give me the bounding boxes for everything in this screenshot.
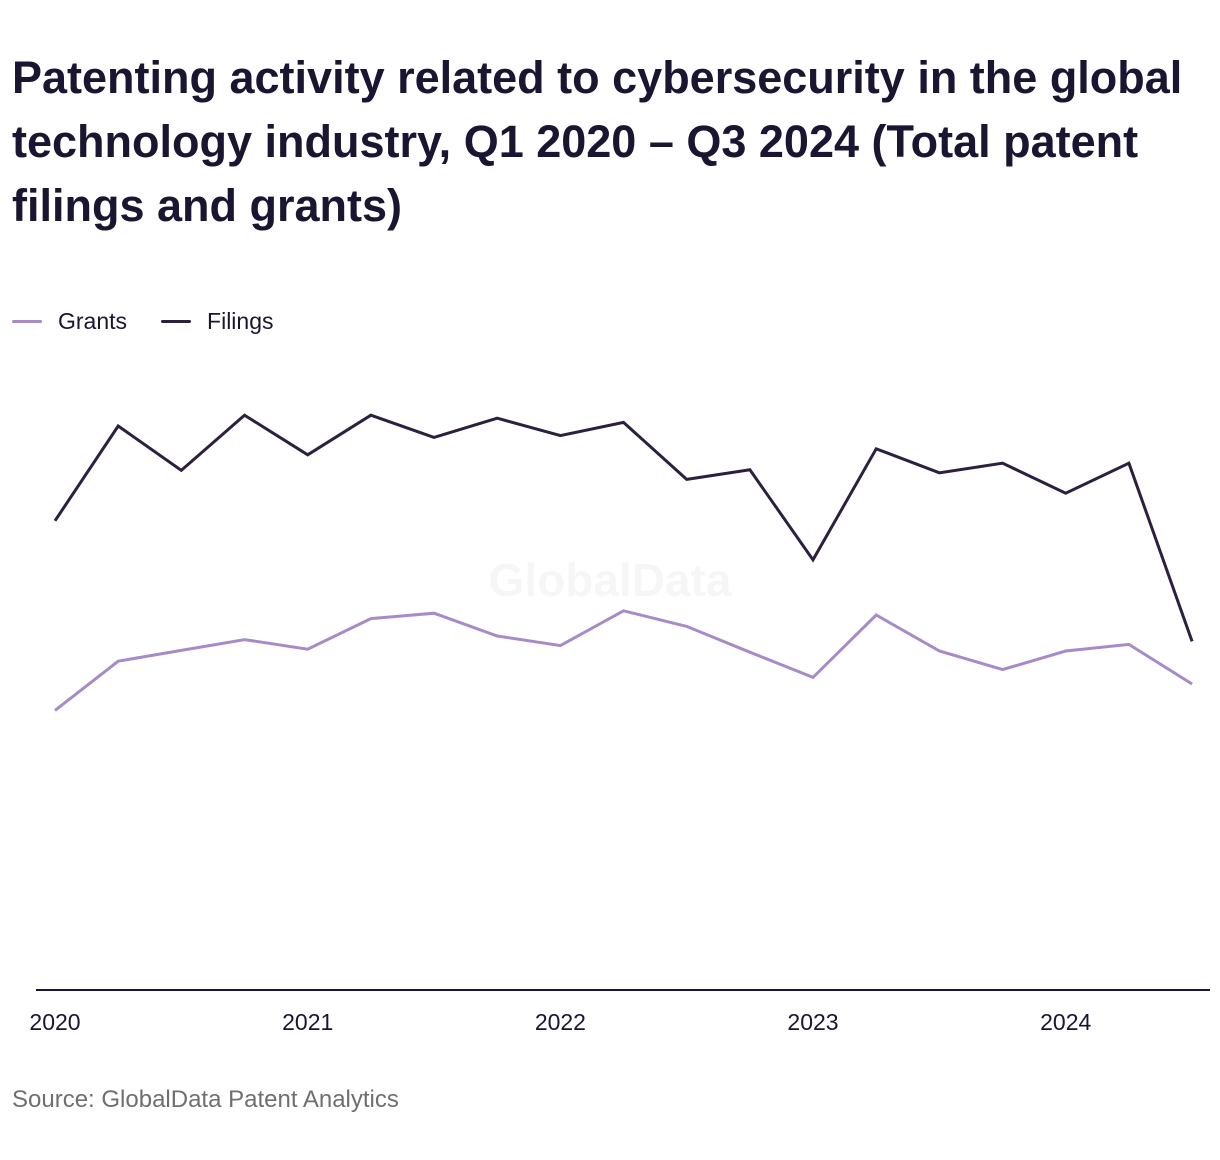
legend-swatch-filings [161, 319, 192, 323]
data-point-filings [685, 477, 689, 481]
legend-label-grants: Grants [58, 307, 128, 334]
data-point-grants [748, 650, 752, 654]
x-axis-ticks: 2020 2021 2022 2023 2024 [29, 1009, 1091, 1035]
series-layer [53, 413, 1194, 712]
series-line-grants [54, 609, 1193, 712]
data-point-filings [937, 471, 941, 475]
data-point-grants [306, 647, 310, 651]
data-point-grants [874, 613, 878, 617]
x-tick-label: 2020 [29, 1009, 80, 1035]
data-point-filings [748, 468, 752, 472]
data-point-grants [1190, 682, 1194, 686]
series-line-filings [53, 413, 1194, 642]
data-point-filings [1001, 461, 1005, 465]
watermark: GlobalData [489, 554, 732, 606]
data-point-filings [116, 424, 120, 428]
data-point-grants [811, 675, 815, 679]
data-point-grants [1064, 649, 1068, 653]
x-tick-label: 2022 [535, 1009, 586, 1035]
data-point-filings [558, 434, 562, 438]
legend-label-filings: Filings [207, 307, 274, 334]
data-point-filings [874, 447, 878, 451]
data-point-filings [243, 413, 247, 417]
data-point-grants [369, 617, 373, 621]
legend-item-filings: Filings [161, 307, 274, 335]
data-point-grants [243, 638, 247, 642]
data-point-filings [1190, 639, 1194, 643]
data-point-filings [622, 420, 626, 424]
x-tick-label: 2024 [1040, 1009, 1091, 1035]
data-point-grants [937, 649, 941, 653]
x-tick-label: 2023 [787, 1009, 838, 1035]
legend-swatch-grants [12, 319, 42, 323]
data-point-grants [495, 634, 499, 638]
data-point-filings [1064, 491, 1068, 495]
data-point-grants [432, 611, 436, 615]
data-point-filings [369, 413, 373, 417]
data-point-grants [53, 708, 57, 712]
data-point-grants [622, 609, 626, 613]
data-point-filings [1127, 461, 1131, 465]
data-point-grants [1127, 642, 1131, 646]
data-point-filings [432, 435, 436, 439]
source-note: Source: GlobalData Patent Analytics [12, 1086, 399, 1113]
legend-item-grants: Grants [12, 308, 127, 335]
legend: Grants Filings [12, 306, 308, 336]
data-point-filings [495, 416, 499, 420]
x-tick-label: 2021 [282, 1009, 333, 1035]
data-point-filings [811, 558, 815, 562]
data-point-grants [116, 659, 120, 663]
data-point-filings [53, 519, 57, 523]
data-point-grants [1001, 668, 1005, 672]
chart-title: Patenting activity related to cybersecur… [12, 52, 1183, 231]
data-point-grants [685, 624, 689, 628]
data-point-filings [306, 453, 310, 457]
data-point-filings [179, 468, 183, 472]
data-point-grants [179, 648, 183, 652]
data-point-grants [558, 644, 562, 648]
